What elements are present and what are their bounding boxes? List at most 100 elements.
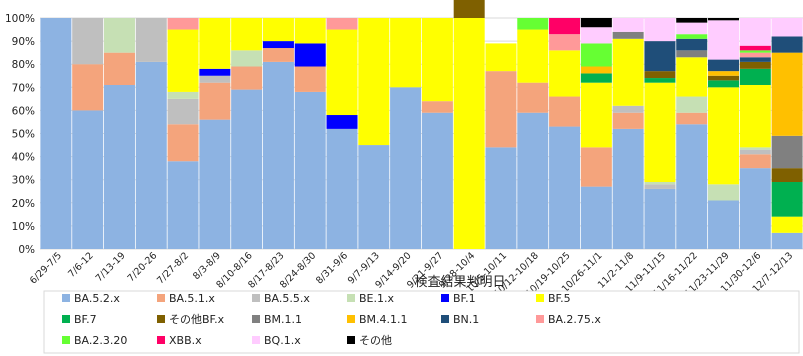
bar-segment [168, 124, 199, 161]
bar-segment [517, 83, 548, 113]
y-tick-label: 30% [12, 175, 35, 187]
legend-swatch [536, 294, 544, 302]
bar-segment [740, 50, 771, 52]
legend-label: BF.1 [453, 292, 476, 305]
bar-segment [613, 129, 644, 249]
bar-segment [199, 120, 230, 249]
bar-stack [358, 18, 389, 249]
legend-swatch [536, 315, 544, 323]
bar-stack [231, 18, 262, 249]
bar-stack [390, 18, 421, 249]
bar-segment [454, 18, 485, 249]
bar-segment [517, 30, 548, 83]
y-tick-label: 60% [12, 105, 35, 117]
bar-segment [740, 154, 771, 168]
bar-segment [644, 71, 675, 78]
bar-segment [676, 97, 707, 113]
y-tick-label: 0% [18, 244, 35, 256]
legend-swatch [347, 336, 355, 344]
bar-stack [263, 18, 294, 249]
bar-segment [708, 20, 739, 59]
bar-segment [581, 73, 612, 82]
bar-segment [358, 18, 389, 145]
bar-segment [199, 83, 230, 120]
bar-segment [517, 18, 548, 30]
bar-segment [517, 113, 548, 249]
bar-segment [740, 62, 771, 69]
bar-segment [104, 53, 135, 85]
bar-segment [740, 18, 771, 46]
legend-label: BA.2.3.20 [74, 334, 127, 347]
bar-segment [676, 23, 707, 35]
bar-segment [199, 18, 230, 69]
legend-swatch [252, 336, 260, 344]
bar-segment [231, 67, 262, 90]
legend-label: BE.1.x [359, 292, 394, 305]
bar-segment [549, 97, 580, 127]
bar-segment [644, 78, 675, 83]
bar-segment [772, 217, 803, 233]
bar-segment [740, 168, 771, 249]
bar-stack [549, 18, 580, 249]
bar-segment [613, 106, 644, 113]
legend-label: BN.1 [453, 313, 479, 326]
legend-label: BA.2.75.x [548, 313, 601, 326]
bar-segment [390, 18, 421, 87]
legend-label: その他 [359, 334, 392, 347]
bar-segment [168, 18, 199, 30]
legend-label: BM.1.1 [264, 313, 302, 326]
bar-segment [644, 41, 675, 71]
bar-segment [772, 168, 803, 182]
bar-segment [295, 43, 326, 66]
bar-segment [644, 83, 675, 182]
bar-segment [422, 18, 453, 101]
legend-label: その他BF.x [169, 313, 225, 326]
bar-stack [136, 18, 167, 249]
bar-segment [740, 85, 771, 147]
bar-stack [517, 18, 548, 249]
bar-segment [549, 127, 580, 249]
bar-segment [740, 150, 771, 155]
legend-swatch [441, 315, 449, 323]
bar-segment [581, 27, 612, 43]
bar-segment [231, 90, 262, 249]
bar-segment [327, 18, 358, 30]
bar-stack [327, 18, 358, 249]
bar-segment [644, 182, 675, 184]
bar-segment [485, 71, 516, 147]
bar-stack [708, 18, 739, 249]
bar-stack [422, 18, 453, 249]
bar-segment [676, 34, 707, 39]
bar-segment [708, 200, 739, 249]
bar-segment [327, 115, 358, 129]
x-tick-label: 8/31-9/6 [314, 250, 350, 286]
legend-label: BQ.1.x [264, 334, 301, 347]
bar-segment [295, 18, 326, 43]
bar-segment [708, 76, 739, 81]
bar-segment [295, 92, 326, 249]
bar-segment [708, 71, 739, 76]
bar-segment [327, 30, 358, 115]
bar-segment [740, 69, 771, 85]
bar-segment [676, 124, 707, 249]
bar-segment [390, 87, 421, 249]
legend: BA.5.2.x BA.5.1.x BA.5.5.x BE.1.x BF.1 BF.5BF… [44, 291, 799, 353]
bar-segment [676, 113, 707, 125]
y-tick-label: 90% [12, 36, 35, 48]
bar-segment [676, 57, 707, 96]
legend-label: BA.5.2.x [74, 292, 120, 305]
bar-segment [772, 18, 803, 36]
y-tick-label: 100% [5, 13, 35, 25]
legend-swatch [441, 294, 449, 302]
bar-segment [644, 189, 675, 249]
bar-segment [454, 0, 485, 18]
bar-segment [549, 34, 580, 50]
bar-segment [168, 161, 199, 249]
bar-segment [676, 18, 707, 23]
bars [40, 0, 802, 249]
bar-stack [581, 18, 612, 249]
legend-swatch [157, 315, 165, 323]
bar-segment [740, 53, 771, 58]
legend-swatch [347, 294, 355, 302]
